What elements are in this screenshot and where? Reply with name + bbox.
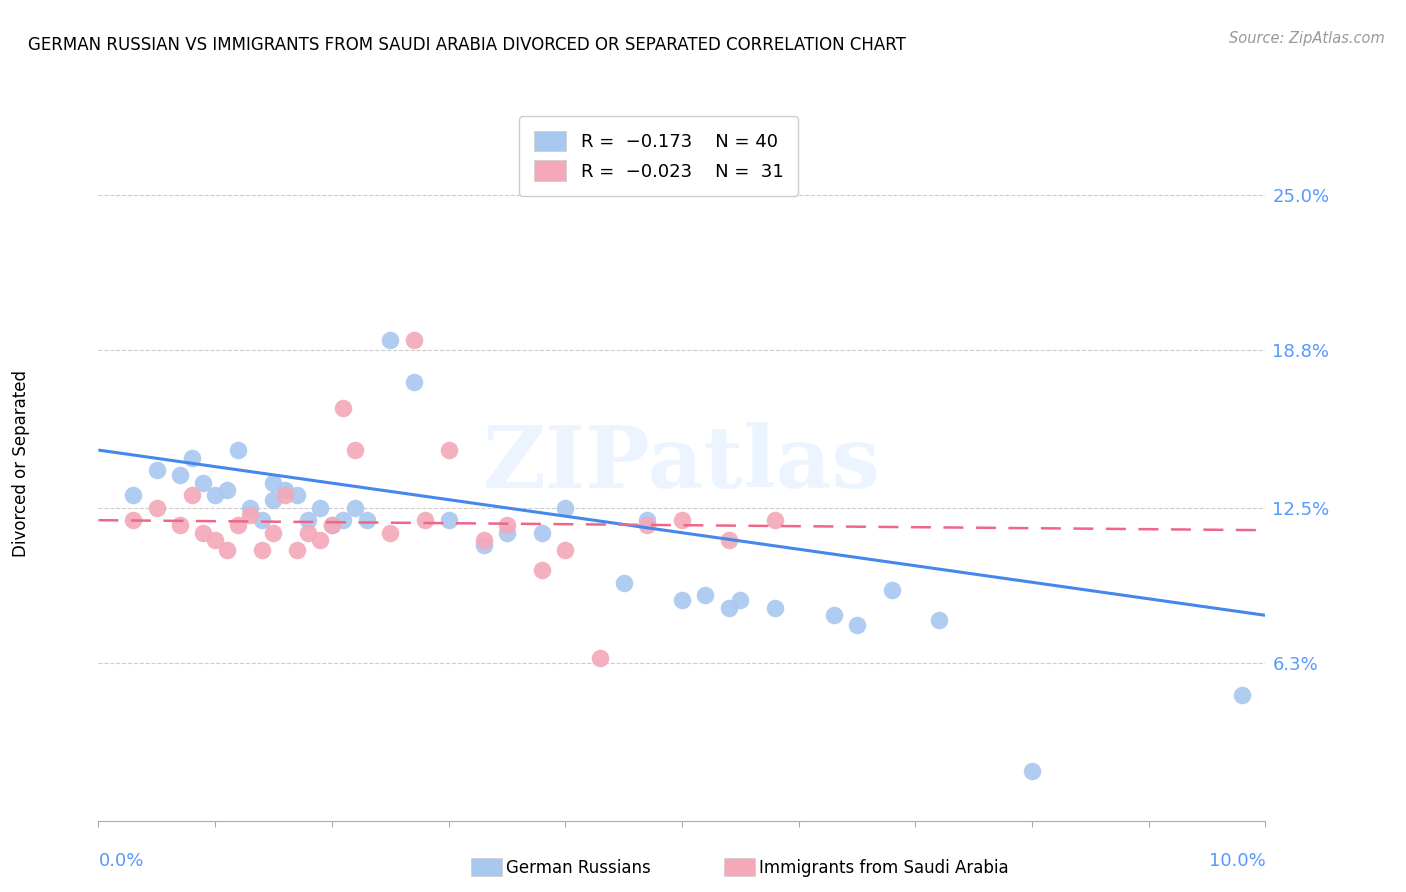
Point (321, 518, 343, 533)
Point (332, 513, 354, 527)
Point (717, 533, 740, 548)
Point (274, 483, 297, 497)
Point (402, 333, 425, 347)
Point (671, 513, 693, 527)
Point (204, 533, 226, 548)
Point (823, 608, 845, 623)
Point (472, 533, 495, 548)
Point (589, 651, 612, 665)
Text: 10.0%: 10.0% (1209, 852, 1265, 870)
Point (309, 533, 332, 548)
Text: Source: ZipAtlas.com: Source: ZipAtlas.com (1229, 31, 1385, 46)
Point (763, 600, 786, 615)
Point (169, 518, 191, 533)
Point (297, 513, 319, 527)
Point (262, 475, 284, 490)
Point (496, 525, 519, 540)
Point (530, 525, 553, 540)
Point (262, 525, 284, 540)
Point (215, 483, 238, 497)
Text: 0.0%: 0.0% (98, 852, 143, 870)
Point (344, 443, 367, 458)
Point (228, 518, 250, 533)
Point (695, 588, 717, 602)
Point (671, 593, 693, 607)
Point (437, 513, 460, 527)
Point (250, 543, 273, 558)
Point (846, 618, 869, 632)
Point (297, 525, 319, 540)
Point (530, 563, 553, 577)
Point (496, 518, 519, 533)
Point (437, 443, 460, 458)
Point (554, 543, 576, 558)
Point (472, 538, 495, 552)
Point (239, 500, 262, 515)
Point (250, 513, 273, 527)
Point (554, 500, 576, 515)
Text: Divorced or Separated: Divorced or Separated (13, 370, 30, 558)
Point (274, 488, 297, 502)
Point (193, 525, 215, 540)
Point (239, 508, 262, 523)
Point (356, 513, 378, 527)
Point (636, 513, 658, 527)
Point (1021, 764, 1043, 778)
Point (169, 468, 191, 483)
Point (122, 513, 145, 527)
Point (636, 518, 658, 533)
Point (344, 500, 367, 515)
Point (1230, 689, 1253, 703)
Text: Immigrants from Saudi Arabia: Immigrants from Saudi Arabia (759, 859, 1010, 877)
Point (215, 543, 238, 558)
Point (763, 513, 786, 527)
Point (193, 475, 215, 490)
Text: German Russians: German Russians (506, 859, 651, 877)
Point (402, 376, 425, 390)
Point (309, 500, 332, 515)
Point (413, 513, 436, 527)
Point (285, 488, 308, 502)
Text: GERMAN RUSSIAN VS IMMIGRANTS FROM SAUDI ARABIA DIVORCED OR SEPARATED CORRELATION: GERMAN RUSSIAN VS IMMIGRANTS FROM SAUDI … (28, 36, 905, 54)
Point (332, 401, 354, 415)
Point (180, 450, 202, 465)
Point (204, 488, 226, 502)
Point (146, 500, 169, 515)
Legend: R =  −0.173    N = 40, R =  −0.023    N =  31: R = −0.173 N = 40, R = −0.023 N = 31 (519, 116, 797, 195)
Point (146, 463, 169, 477)
Point (228, 443, 250, 458)
Point (285, 543, 308, 558)
Point (122, 488, 145, 502)
Point (730, 593, 752, 607)
Point (380, 333, 402, 347)
Text: ZIPatlas: ZIPatlas (482, 422, 882, 506)
Point (928, 613, 950, 627)
Point (380, 525, 402, 540)
Point (180, 488, 202, 502)
Point (613, 575, 636, 590)
Point (880, 583, 903, 598)
Point (262, 493, 284, 508)
Point (717, 600, 740, 615)
Point (321, 518, 343, 533)
